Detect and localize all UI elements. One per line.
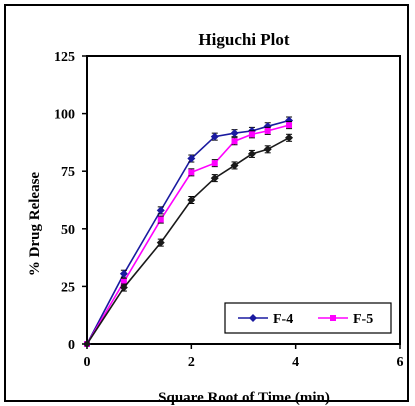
data-point xyxy=(119,269,128,278)
legend-marker xyxy=(330,315,336,321)
data-point xyxy=(83,340,91,348)
legend-marker xyxy=(249,314,257,322)
y-axis-label: % Drug Release xyxy=(27,172,43,276)
data-point xyxy=(210,174,219,183)
x-tick-label: 0 xyxy=(84,355,91,370)
data-point xyxy=(230,161,239,170)
y-tick-label: 50 xyxy=(61,223,75,238)
data-point xyxy=(119,283,128,292)
data-point xyxy=(156,206,165,215)
legend: F-4 F-5 xyxy=(224,302,392,334)
data-point xyxy=(231,138,238,145)
data-point xyxy=(264,127,271,134)
data-point xyxy=(187,154,196,163)
data-point xyxy=(120,278,127,285)
x-axis-label: Square Root of Time (min) xyxy=(158,390,330,406)
data-point xyxy=(230,129,239,138)
x-tick-label: 2 xyxy=(188,355,195,370)
plot-area xyxy=(86,55,401,345)
x-tick-label: 4 xyxy=(292,355,299,370)
data-point xyxy=(247,149,256,158)
y-axis-ticks: 0 25 50 75 100 125 xyxy=(54,50,87,353)
data-point xyxy=(157,216,164,223)
series-layer xyxy=(83,116,294,348)
legend-item: F-4 xyxy=(238,312,293,327)
x-axis-ticks: 0 2 4 6 xyxy=(84,344,404,370)
chart-title: Higuchi Plot xyxy=(198,30,289,49)
data-point xyxy=(156,238,165,247)
y-tick-label: 25 xyxy=(61,280,75,295)
legend-label: F-5 xyxy=(353,312,373,327)
y-tick-label: 75 xyxy=(61,165,75,180)
data-point xyxy=(188,169,195,176)
data-point xyxy=(210,132,219,141)
series-3 xyxy=(83,133,294,348)
data-point xyxy=(286,122,293,129)
data-point xyxy=(248,131,255,138)
legend-item: F-5 xyxy=(318,312,373,327)
y-tick-label: 125 xyxy=(54,50,75,65)
data-point xyxy=(211,160,218,167)
data-point xyxy=(263,145,272,154)
y-tick-label: 0 xyxy=(68,338,75,353)
data-point xyxy=(285,133,294,142)
x-tick-label: 6 xyxy=(397,355,404,370)
y-tick-label: 100 xyxy=(54,108,75,123)
legend-label: F-4 xyxy=(273,312,293,327)
data-point xyxy=(187,196,196,204)
